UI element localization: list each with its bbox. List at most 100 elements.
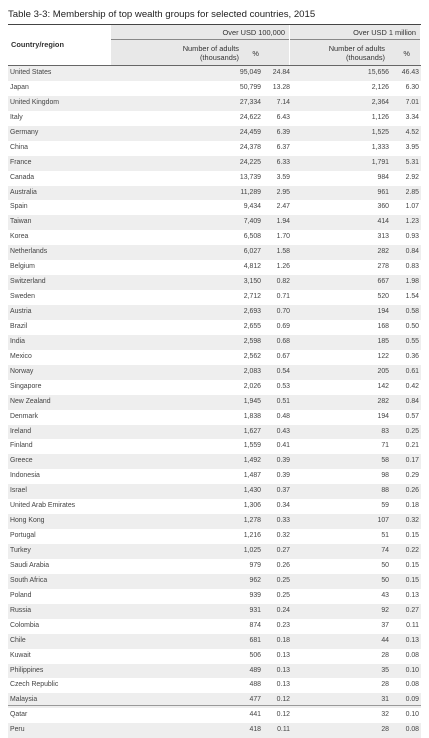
pct-1m-cell: 1.23 <box>405 218 419 226</box>
pct-100k-cell: 0.13 <box>276 666 290 674</box>
group2-adults-header: Number of adults (thousands) <box>328 44 385 62</box>
pct-100k-cell: 0.12 <box>276 696 290 704</box>
country-cell: Canada <box>10 173 35 181</box>
country-cell: Italy <box>10 113 23 121</box>
adults-1m-cell: 32 <box>381 711 389 719</box>
pct-100k-cell: 0.33 <box>276 517 290 525</box>
table-row: South Africa 962 0.25 50 0.15 <box>8 573 421 589</box>
header-bottom-rule <box>8 65 421 66</box>
table-row: United Kingdom 27,334 7.14 2,364 7.01 <box>8 95 421 111</box>
pct-100k-cell: 0.54 <box>276 367 290 375</box>
pct-100k-cell: 0.25 <box>276 576 290 584</box>
adults-100k-cell: 95,049 <box>239 69 261 76</box>
pct-1m-cell: 0.13 <box>405 636 419 644</box>
adults-100k-cell: 681 <box>249 636 262 644</box>
table-row: Denmark 1,838 0.48 194 0.57 <box>8 410 421 425</box>
table-row: Chile 681 0.18 44 0.13 <box>8 633 421 649</box>
country-cell: Kuwait <box>10 651 31 659</box>
adults-1m-cell: 74 <box>381 547 389 554</box>
table-row: Saudi Arabia 979 0.26 50 0.15 <box>8 559 421 574</box>
country-cell: Netherlands <box>10 248 48 256</box>
pct-100k-cell: 0.27 <box>276 547 290 554</box>
pct-1m-cell: 0.17 <box>405 457 419 465</box>
adults-1m-cell: 313 <box>377 233 390 241</box>
pct-100k-cell: 0.13 <box>276 651 290 659</box>
pct-1m-cell: 0.50 <box>405 322 419 330</box>
pct-1m-cell: 0.58 <box>405 308 419 315</box>
adults-1m-cell: 360 <box>377 203 390 211</box>
adults-1m-cell: 205 <box>377 367 390 375</box>
table-row: Israel 1,430 0.37 88 0.26 <box>8 484 421 500</box>
pct-100k-cell: 2.47 <box>276 203 290 211</box>
pct-100k-cell: 0.24 <box>276 606 290 614</box>
table-row: Greece 1,492 0.39 58 0.17 <box>8 454 421 470</box>
pct-100k-cell: 0.48 <box>276 412 290 420</box>
pct-100k-cell: 0.82 <box>276 278 290 286</box>
adults-1m-cell: 185 <box>377 337 390 345</box>
pct-100k-cell: 1.94 <box>276 218 290 226</box>
pct-1m-cell: 0.22 <box>405 547 419 554</box>
pct-1m-cell: 0.15 <box>405 532 419 540</box>
adults-1m-cell: 98 <box>381 472 389 480</box>
adults-1m-cell: 142 <box>377 382 390 390</box>
adults-100k-cell: 7,409 <box>243 218 261 226</box>
adults-1m-cell: 50 <box>381 561 389 569</box>
adults-1m-cell: 59 <box>381 502 389 510</box>
adults-1m-cell: 1,126 <box>371 113 389 121</box>
adults-1m-cell: 520 <box>377 293 390 301</box>
country-cell: Qatar <box>10 711 28 719</box>
adults-100k-cell: 11,289 <box>240 188 261 196</box>
pct-1m-cell: 0.10 <box>405 711 419 719</box>
pct-1m-cell: 0.11 <box>406 621 419 629</box>
table-row: Turkey 1,025 0.27 74 0.22 <box>8 544 421 559</box>
country-cell: Peru <box>10 726 25 734</box>
table-row: Italy 24,622 6.43 1,126 3.34 <box>8 111 421 126</box>
table-row: India 2,598 0.68 185 0.55 <box>8 334 421 350</box>
adults-100k-cell: 6,508 <box>243 233 261 241</box>
pct-1m-cell: 0.25 <box>405 427 419 435</box>
adults-1m-cell: 667 <box>377 278 390 286</box>
adults-100k-cell: 9,434 <box>243 203 261 211</box>
country-cell: Germany <box>10 128 39 136</box>
pct-100k-cell: 7.14 <box>276 98 290 106</box>
adults-1m-cell: 2,364 <box>371 98 389 106</box>
country-cell: Ireland <box>10 427 32 435</box>
adults-100k-cell: 1,278 <box>243 517 261 525</box>
adults-100k-cell: 2,655 <box>243 322 261 330</box>
pct-1m-cell: 46.43 <box>401 69 419 76</box>
adults-1m-cell: 44 <box>381 636 389 644</box>
adults-1m-cell: 28 <box>381 681 389 689</box>
adults-100k-cell: 931 <box>249 606 262 614</box>
country-cell: Greece <box>10 457 33 465</box>
adults-100k-cell: 3,150 <box>243 278 261 286</box>
pct-100k-cell: 0.71 <box>276 293 290 301</box>
title-rule <box>8 24 421 25</box>
country-cell: France <box>10 158 32 166</box>
pct-1m-cell: 0.61 <box>405 367 419 375</box>
adults-100k-cell: 2,598 <box>243 337 261 345</box>
adults-1m-cell: 43 <box>381 591 389 599</box>
adults-1m-cell: 2,126 <box>371 83 389 91</box>
table-row: Austria 2,693 0.70 194 0.58 <box>8 305 421 320</box>
pct-1m-cell: 6.30 <box>405 83 419 91</box>
adults-100k-cell: 6,027 <box>243 248 261 256</box>
country-cell: New Zealand <box>10 397 51 405</box>
country-cell: Brazil <box>10 322 28 330</box>
adults-100k-cell: 441 <box>249 711 262 719</box>
pct-100k-cell: 0.43 <box>276 427 290 435</box>
pct-1m-cell: 3.34 <box>405 113 419 121</box>
adults-100k-cell: 418 <box>249 726 262 734</box>
country-cell: Sweden <box>10 293 35 301</box>
adults-100k-cell: 2,083 <box>243 367 261 375</box>
pct-1m-cell: 0.21 <box>405 442 419 450</box>
pct-100k-cell: 0.34 <box>276 502 290 510</box>
table-row: Japan 50,799 13.28 2,126 6.30 <box>8 81 421 96</box>
table-row: Kuwait 506 0.13 28 0.08 <box>8 649 421 664</box>
table-row: Indonesia 1,487 0.39 98 0.29 <box>8 469 421 484</box>
table-row: Poland 939 0.25 43 0.13 <box>8 589 421 604</box>
table-row: Finland 1,559 0.41 71 0.21 <box>8 439 421 454</box>
pct-1m-cell: 3.95 <box>405 143 419 151</box>
table-row: China 24,378 6.37 1,333 3.95 <box>8 141 421 156</box>
table-row: United States 95,049 24.84 15,656 46.43 <box>8 66 421 81</box>
pct-100k-cell: 0.11 <box>277 726 290 734</box>
